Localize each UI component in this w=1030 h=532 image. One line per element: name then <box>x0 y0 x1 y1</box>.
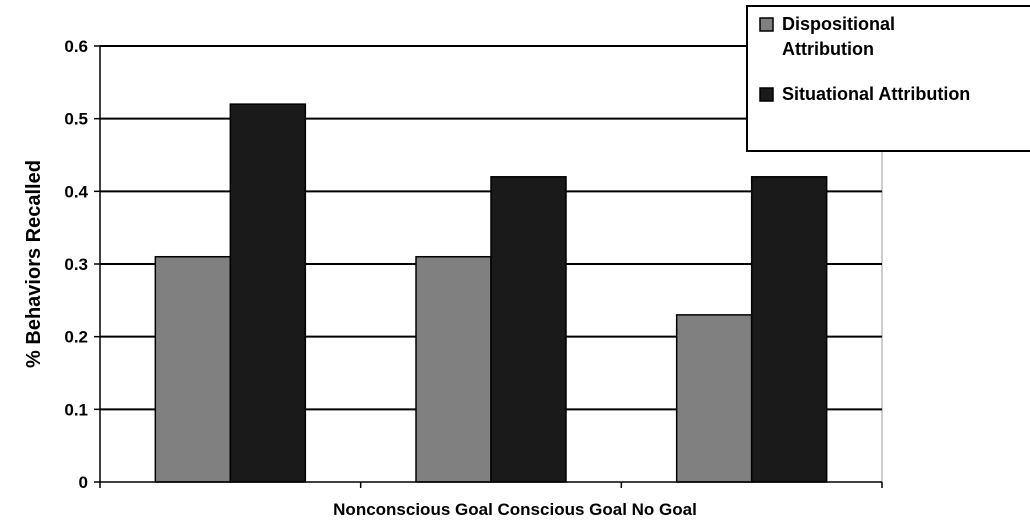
legend-label: Situational Attribution <box>782 84 970 104</box>
y-axis-label: % Behaviors Recalled <box>23 160 45 368</box>
y-tick-label: 0 <box>79 473 88 492</box>
y-tick-label: 0.1 <box>64 400 88 419</box>
bar-situational <box>490 176 567 483</box>
bar-situational <box>750 176 828 483</box>
bars <box>154 103 828 483</box>
y-tick-label: 0.5 <box>64 110 88 129</box>
legend-box <box>746 5 1030 152</box>
legend-label: Dispositional Attribution <box>782 14 895 59</box>
bar-dispositional <box>415 255 492 483</box>
x-axis-label: Nonconscious Goal Conscious Goal No Goal <box>333 500 697 519</box>
legend: Dispositional Attribution Situational Attr… <box>746 5 1030 152</box>
legend-swatch <box>759 87 774 102</box>
y-tick-label: 0.6 <box>64 37 88 56</box>
y-tick-label: 0.3 <box>64 255 88 274</box>
axes: 0 0.1 0.2 0.3 0.4 0.5 0.6 <box>64 37 883 492</box>
y-tick-label: 0.2 <box>64 328 88 347</box>
legend-swatch <box>759 17 774 32</box>
bar-situational <box>229 103 307 483</box>
bar-dispositional <box>675 314 753 483</box>
bar-dispositional <box>154 255 232 483</box>
y-tick-label: 0.4 <box>64 182 88 201</box>
